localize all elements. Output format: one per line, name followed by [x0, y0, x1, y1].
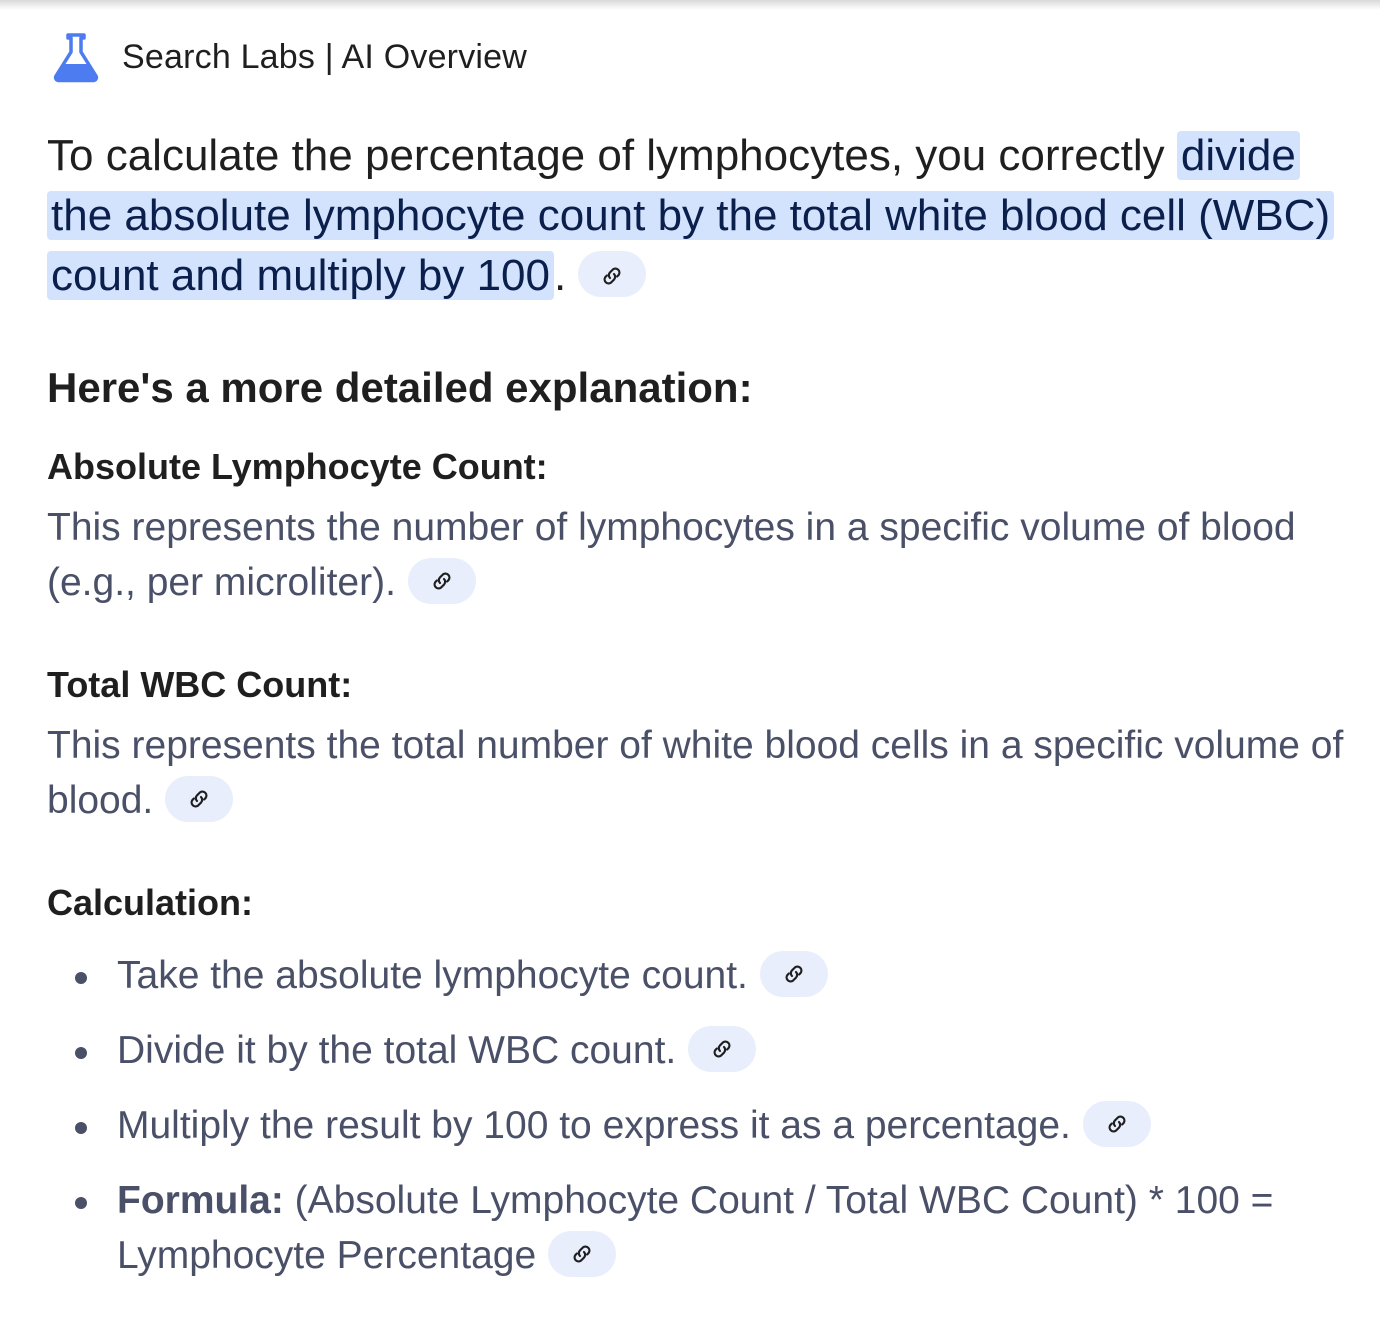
calculation-steps-list: Take the absolute lymphocyte count. Divi… — [47, 948, 1347, 1283]
section-calculation: Calculation: Take the absolute lymphocyt… — [47, 878, 1347, 1283]
source-link-chip[interactable] — [688, 1025, 757, 1072]
link-icon — [600, 244, 624, 304]
header-title: Search Labs | AI Overview — [122, 37, 528, 76]
intro-tail: . — [553, 251, 567, 300]
bullet-icon — [75, 1047, 87, 1059]
ai-overview-header: Search Labs | AI Overview — [50, 30, 527, 84]
section-title: Absolute Lymphocyte Count: — [47, 446, 548, 487]
section-title: Total WBC Count: — [47, 664, 353, 705]
formula-text: (Absolute Lymphocyte Count / Total WBC C… — [117, 1179, 1274, 1277]
section-text: This represents the number of lymphocyte… — [47, 500, 1347, 610]
section-text-content: This represents the number of lymphocyte… — [47, 506, 1296, 604]
source-link-chip[interactable] — [578, 251, 647, 298]
section-text-content: This represents the total number of whit… — [47, 724, 1344, 822]
step-text: Divide it by the total WBC count. — [117, 1029, 677, 1072]
step-text: Take the absolute lymphocyte count. — [117, 954, 748, 997]
top-edge-shadow — [0, 0, 1380, 10]
step-text: Multiply the result by 100 to express it… — [117, 1104, 1071, 1147]
link-icon — [430, 553, 454, 608]
bullet-icon — [75, 1122, 87, 1134]
link-icon — [187, 771, 211, 826]
link-icon — [570, 1226, 594, 1281]
bullet-icon — [75, 1197, 87, 1209]
list-item-formula: Formula: (Absolute Lymphocyte Count / To… — [47, 1173, 1347, 1283]
overview-content: To calculate the percentage of lymphocyt… — [47, 126, 1347, 1311]
formula-label: Formula: — [117, 1179, 284, 1222]
source-link-chip[interactable] — [407, 557, 476, 604]
source-link-chip[interactable] — [165, 775, 234, 822]
intro-lead: To calculate the percentage of lymphocyt… — [47, 131, 1177, 180]
bullet-icon — [75, 972, 87, 984]
link-icon — [1105, 1096, 1129, 1151]
section-title: Calculation: — [47, 882, 254, 923]
section-text: This represents the total number of whit… — [47, 718, 1347, 828]
explanation-heading: Here's a more detailed explanation: — [47, 364, 753, 411]
list-item: Divide it by the total WBC count. — [47, 1023, 1347, 1078]
link-icon — [710, 1021, 734, 1076]
section-absolute-lymphocyte-count: Absolute Lymphocyte Count: This represen… — [47, 442, 1347, 610]
section-total-wbc-count: Total WBC Count: This represents the tot… — [47, 660, 1347, 828]
list-item: Multiply the result by 100 to express it… — [47, 1098, 1347, 1153]
intro-paragraph: To calculate the percentage of lymphocyt… — [47, 126, 1347, 306]
source-link-chip[interactable] — [759, 950, 828, 997]
link-icon — [782, 946, 806, 1001]
source-link-chip[interactable] — [548, 1230, 617, 1277]
source-link-chip[interactable] — [1082, 1100, 1151, 1147]
list-item: Take the absolute lymphocyte count. — [47, 948, 1347, 1003]
flask-icon — [50, 31, 102, 83]
